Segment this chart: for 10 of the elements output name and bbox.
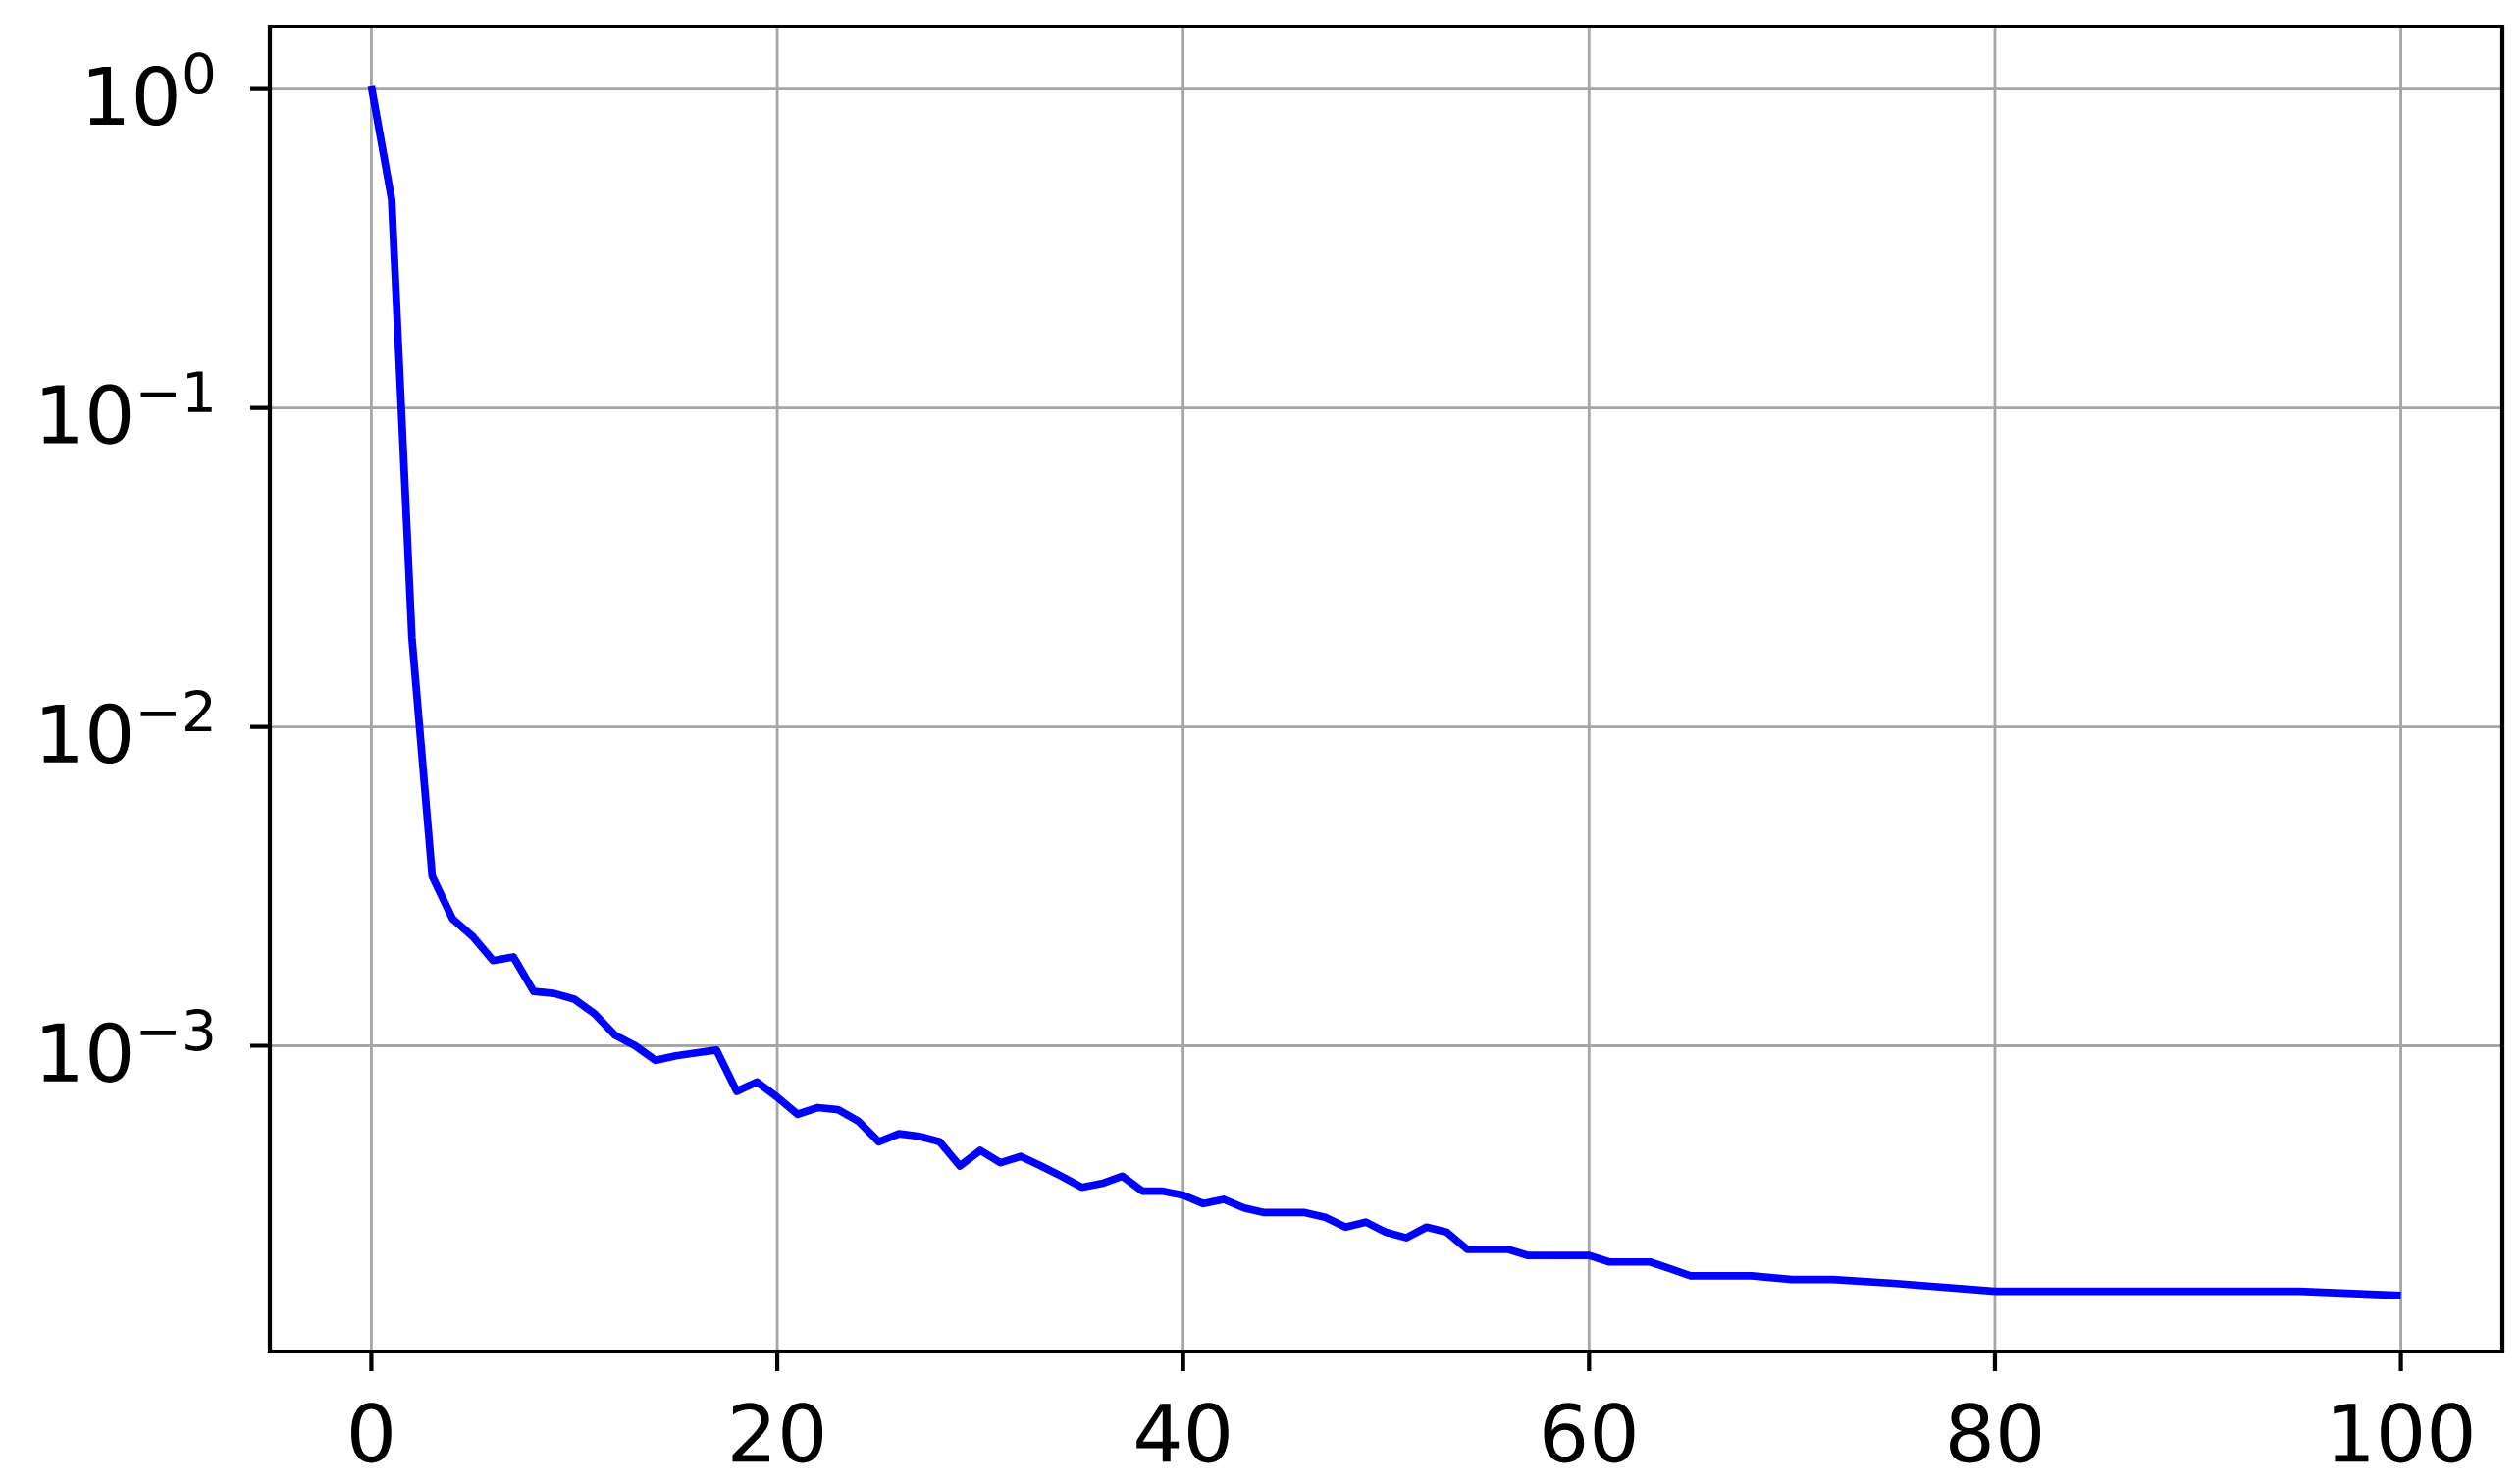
x-tick-label: 20 (732, 1403, 823, 1463)
y-tick-label: 10$^{−1}$ (42, 371, 212, 445)
x-tick-label: 0 (351, 1403, 392, 1463)
y-tick-label: 10$^{−3}$ (42, 1009, 213, 1083)
y-tick-label: 10$^{−2}$ (42, 690, 212, 764)
x-tick-label: 60 (1544, 1403, 1635, 1463)
y-tick-label: 10$^{0}$ (88, 52, 214, 127)
x-tick-label: 40 (1136, 1403, 1229, 1463)
x-tick-label: 80 (1950, 1403, 2041, 1463)
x-tick-label: 100 (2334, 1403, 2472, 1463)
